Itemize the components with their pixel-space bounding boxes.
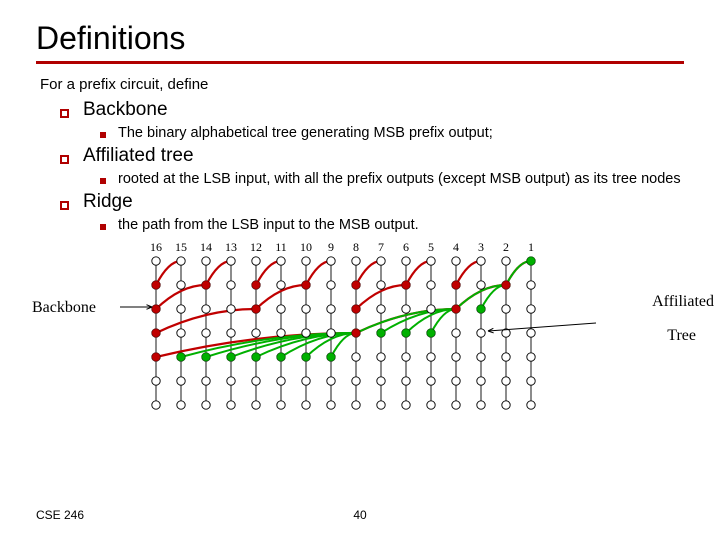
item-sub: the path from the LSB input to the MSB o… (118, 217, 419, 233)
svg-text:3: 3 (478, 240, 484, 254)
item-ridge: Ridge (60, 191, 684, 213)
item-term: Ridge (83, 191, 133, 213)
slide-title: Definitions (36, 20, 684, 64)
hollow-square-icon (60, 109, 69, 118)
item-sub: The binary alphabetical tree generating … (118, 125, 493, 141)
item-affiliated: Affiliated tree (60, 145, 684, 167)
svg-text:1: 1 (528, 240, 534, 254)
svg-text:10: 10 (300, 240, 312, 254)
label-backbone: Backbone (32, 299, 96, 317)
svg-text:6: 6 (403, 240, 409, 254)
solid-square-icon (100, 178, 106, 184)
item-term: Affiliated tree (83, 145, 194, 167)
solid-square-icon (100, 224, 106, 230)
item-affiliated-sub: rooted at the LSB input, with all the pr… (100, 171, 684, 187)
hollow-square-icon (60, 201, 69, 210)
svg-text:8: 8 (353, 240, 359, 254)
svg-text:12: 12 (250, 240, 262, 254)
item-term: Backbone (83, 99, 168, 121)
item-ridge-sub: the path from the LSB input to the MSB o… (100, 217, 684, 233)
svg-text:14: 14 (200, 240, 212, 254)
svg-text:11: 11 (275, 240, 287, 254)
item-sub: rooted at the LSB input, with all the pr… (118, 171, 681, 187)
svg-text:2: 2 (503, 240, 509, 254)
footer-course: CSE 246 (36, 508, 84, 522)
hollow-square-icon (60, 155, 69, 164)
item-backbone-sub: The binary alphabetical tree generating … (100, 125, 684, 141)
svg-text:7: 7 (378, 240, 384, 254)
prefix-circuit-diagram: 12345678910111213141516 (36, 237, 676, 427)
item-backbone: Backbone (60, 99, 684, 121)
svg-text:15: 15 (175, 240, 187, 254)
svg-text:5: 5 (428, 240, 434, 254)
footer-page-number: 40 (353, 508, 366, 522)
label-affiliated: Affiliated (652, 293, 714, 311)
intro-text: For a prefix circuit, define (40, 76, 684, 93)
svg-text:16: 16 (150, 240, 162, 254)
label-tree: Tree (667, 327, 696, 345)
svg-text:9: 9 (328, 240, 334, 254)
svg-text:13: 13 (225, 240, 237, 254)
solid-square-icon (100, 132, 106, 138)
diagram-container: Backbone Affiliated Tree 123456789101112… (36, 237, 684, 427)
svg-text:4: 4 (453, 240, 459, 254)
